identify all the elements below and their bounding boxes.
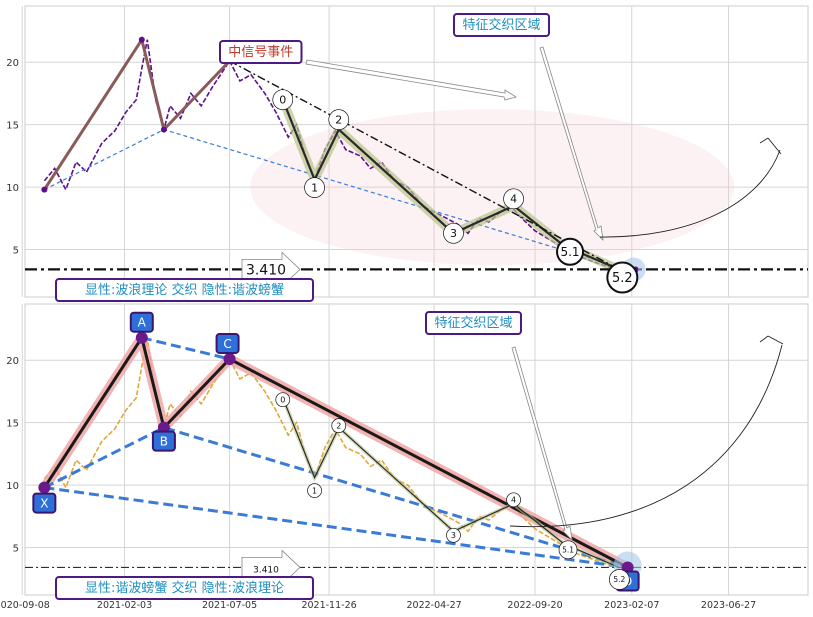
bottom-wave-5-label: 5.1 <box>562 545 574 554</box>
top-wave-3-label: 3 <box>450 227 457 240</box>
crab-point-c-box <box>215 332 240 354</box>
top-level-label: 3.410 <box>246 262 286 278</box>
y-tick-label-3: 20 <box>6 58 19 69</box>
top-zone-label-box <box>453 13 550 37</box>
y-tick-label-1: 10 <box>6 183 19 194</box>
bottom-y-ticks: 5 10 15 20 <box>6 356 19 554</box>
top-arc-tick-a <box>759 137 769 144</box>
crab-point-a-box <box>129 311 154 333</box>
top-zone-arrow <box>539 46 604 242</box>
x-tick-label-5: 2022-09-20 <box>507 600 562 611</box>
top-wave-5-circle <box>556 237 585 266</box>
top-caption-box <box>55 278 314 302</box>
bottom-caption-box <box>55 576 314 600</box>
crab-point-x-dot <box>38 481 51 494</box>
x-tick-label-6: 2023-02-07 <box>604 600 659 611</box>
bottom-wave-4-label: 4 <box>511 496 516 505</box>
top-pivot-dot-1 <box>138 36 145 43</box>
bottom-wave-2-label: 2 <box>336 421 341 430</box>
x-tick-label-0: 2020-09-08 <box>0 600 50 611</box>
bottom-wave-6-circle <box>608 569 630 590</box>
top-wave-4-circle <box>503 188 524 210</box>
x-tick-label-7: 2023-06-27 <box>701 600 756 611</box>
crab-point-a-label: A <box>138 316 147 330</box>
top-event-label-box <box>219 40 303 64</box>
top-pivot-dot-2 <box>160 126 167 133</box>
bottom-zone-label-text: 特征交织区域 <box>434 315 512 331</box>
bottom-caption-text: 显性:谐波螃蟹 交织 隐性:波浪理论 <box>85 580 284 596</box>
top-wave-4-label: 4 <box>510 193 517 206</box>
x-tick-label-3: 2021-11-26 <box>301 600 356 611</box>
top-zone-ellipse <box>250 109 735 266</box>
trend-line <box>229 60 620 271</box>
top-wave-2-circle <box>328 109 350 130</box>
top-event-label-text: 中信号事件 <box>228 45 293 60</box>
bottom-wave-2-circle <box>331 418 347 433</box>
y-tick-label-3: 20 <box>6 356 19 367</box>
top-wave-1-circle <box>304 177 325 198</box>
top-wave-3-circle <box>443 222 464 244</box>
crab-xd-line <box>44 486 628 569</box>
top-wave-2-label: 2 <box>335 113 342 126</box>
bottom-projection-arc <box>509 344 783 528</box>
top-wave-0-label: 0 <box>279 94 286 107</box>
bottom-wave-0-circle <box>275 392 291 408</box>
crab-ac-line <box>141 336 230 361</box>
bottom-x-ticks: 2020-09-08 2021-02-03 2021-07-05 2021-11-26… <box>0 600 756 611</box>
crab-point-x-box <box>32 492 57 514</box>
top-zone-label-text: 特征交织区域 <box>462 17 540 33</box>
top-caption-text: 显性:波浪理论 交织 隐性:谐波螃蟹 <box>85 282 284 298</box>
x-tick-label-1: 2021-02-03 <box>97 600 152 611</box>
crab-point-x-label: X <box>40 497 48 511</box>
bottom-gridlines <box>21 304 808 595</box>
top-gridlines <box>21 6 808 297</box>
top-projection-arc <box>599 149 781 238</box>
bottom-wave-1-circle <box>307 483 322 498</box>
bottom-arc-tick-a <box>759 335 769 343</box>
bottom-arc-tick-b <box>767 335 784 345</box>
crab-point-b-box <box>151 430 176 452</box>
y-tick-label-1: 10 <box>6 481 19 492</box>
y-tick-label-2: 15 <box>6 419 19 430</box>
x-tick-label-2: 2021-07-05 <box>202 600 257 611</box>
bottom-wave-5-circle <box>558 540 578 560</box>
top-wave-1-label: 1 <box>311 181 318 194</box>
top-arc-tick-b <box>767 137 782 155</box>
y-tick-label-2: 15 <box>6 121 19 132</box>
crab-point-c-label: C <box>223 337 231 351</box>
crab-point-b-label: B <box>160 435 168 449</box>
top-wave-6-circle <box>606 261 639 294</box>
bottom-zone-arrow <box>511 346 573 542</box>
bottom-wave-3-circle <box>446 527 461 543</box>
crab-legs-line <box>43 35 231 191</box>
top-wave-0-circle <box>272 89 294 111</box>
bottom-wave-0-label: 0 <box>280 395 285 404</box>
top-event-arrow <box>305 59 517 101</box>
y-tick-label-0: 5 <box>13 246 19 257</box>
top-wave-5-label: 5.1 <box>560 245 579 259</box>
top-panel: 5 10 15 20 3.410 0 1 2 3 4 5.1 5.2 中信号事件 特征交织区域显性:波浪… <box>6 5 809 302</box>
crab-point-c-dot <box>223 352 236 365</box>
bottom-wave-3-label: 3 <box>451 531 456 540</box>
top-plot-frame <box>24 5 809 298</box>
top-pivot-dot-0 <box>41 186 48 193</box>
y-tick-label-0: 5 <box>13 544 19 555</box>
top-wave-6-label: 5.2 <box>612 271 633 286</box>
x-tick-label-4: 2022-04-27 <box>407 600 462 611</box>
crab-point-a-dot <box>135 331 148 344</box>
top-y-ticks: 5 10 15 20 <box>6 58 19 256</box>
bottom-level-label: 3.410 <box>253 565 279 575</box>
bottom-wave-1-label: 1 <box>312 486 317 495</box>
bottom-zone-label-box <box>425 311 522 335</box>
bottom-wave-4-circle <box>506 492 521 508</box>
bottom-wave-6-label: 5.2 <box>613 575 625 584</box>
